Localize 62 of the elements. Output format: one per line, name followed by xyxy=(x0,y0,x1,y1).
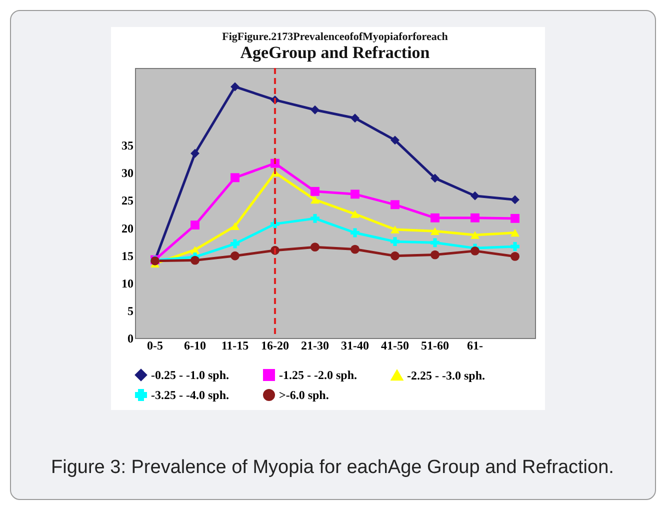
point xyxy=(510,214,520,223)
caption: Figure 3: Prevalence of Myopia for eachAge Group and Refraction. xyxy=(51,456,615,480)
point xyxy=(390,251,400,260)
x-tick-label: 51-60 xyxy=(421,338,449,352)
point xyxy=(470,246,480,256)
chart-subtitle: AgeGroup and Refraction xyxy=(240,43,430,62)
point xyxy=(430,250,440,260)
point xyxy=(510,228,520,237)
x-tick-label: 11-15 xyxy=(221,338,249,352)
point xyxy=(230,222,240,230)
y-tick-label: 10 xyxy=(122,276,134,290)
y-tick-label: 25 xyxy=(122,194,134,208)
point xyxy=(310,196,320,204)
y-tick-label: 15 xyxy=(122,248,134,263)
point xyxy=(470,191,480,200)
point xyxy=(310,214,320,223)
y-tick-label: 0 xyxy=(128,332,134,346)
x-tick-label: 61- xyxy=(467,338,483,352)
point xyxy=(510,252,520,261)
point xyxy=(350,114,360,123)
y-tick-label: 35 xyxy=(122,138,134,153)
point xyxy=(470,231,480,239)
point xyxy=(190,148,200,158)
x-tick-label: 6-10 xyxy=(184,338,206,352)
point xyxy=(510,242,520,252)
point xyxy=(350,210,360,218)
x-tick-label: 16-20 xyxy=(261,338,289,352)
legend-label: >-6.0 sph. xyxy=(279,388,329,402)
point xyxy=(390,226,400,234)
point xyxy=(430,227,440,235)
x-tick-label: 31-40 xyxy=(341,338,369,352)
legend-label: -0.25 - -1.0 sph. xyxy=(151,368,230,382)
legend-label: -1.25 - -2.0 sph. xyxy=(279,368,358,382)
x-tick-label: 21-30 xyxy=(301,338,329,352)
point xyxy=(390,200,400,210)
point xyxy=(190,220,200,230)
point xyxy=(350,228,360,238)
y-tick-label: 5 xyxy=(128,304,134,318)
point xyxy=(350,190,360,199)
point xyxy=(430,174,440,183)
x-tick-label: 41-50 xyxy=(381,338,409,352)
y-tick-label: 30 xyxy=(122,166,134,180)
point xyxy=(230,251,240,260)
point xyxy=(310,186,320,196)
point xyxy=(310,105,320,114)
point xyxy=(310,242,320,252)
point xyxy=(230,82,240,92)
point xyxy=(430,238,440,248)
legend-label: -2.25 - -3.0 sph. xyxy=(407,368,486,382)
point xyxy=(390,136,400,145)
point xyxy=(350,244,360,254)
point xyxy=(430,213,440,222)
point xyxy=(230,173,240,182)
point xyxy=(470,213,480,222)
point xyxy=(390,237,400,246)
point xyxy=(230,239,240,248)
point xyxy=(510,195,520,204)
x-tick-label: 0-5 xyxy=(147,338,163,352)
chart-title: FigFigure.2173PrevalenceofofMyopiaforforeach xyxy=(222,31,448,43)
y-tick-label: 20 xyxy=(122,221,134,236)
point xyxy=(190,256,200,265)
legend-label: -3.25 - -4.0 sph. xyxy=(151,388,230,402)
